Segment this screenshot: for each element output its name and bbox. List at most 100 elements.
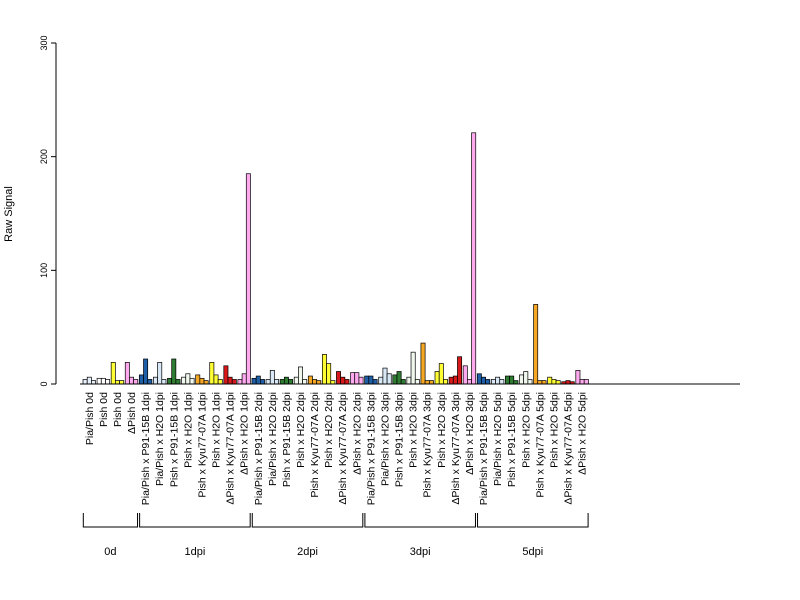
category-label: ΔPish x Kyu77-07A 5dpi <box>563 392 575 505</box>
bar <box>171 358 177 385</box>
category-label: Pish x P91-15B 3dpi <box>394 392 406 487</box>
bar <box>350 372 356 385</box>
bar <box>579 379 585 385</box>
bar <box>153 376 158 385</box>
category-label: Pish x Kyu77-07A 3dpi <box>422 392 434 498</box>
bar <box>199 377 205 385</box>
category-label: ΔPish x Kyu77-07A 2dpi <box>337 392 349 505</box>
bar <box>485 379 491 385</box>
bar <box>302 379 308 385</box>
bar <box>344 379 350 385</box>
bar <box>124 362 130 385</box>
category-label: Pish 0d <box>112 392 124 427</box>
bar <box>382 367 388 385</box>
group-bracket <box>251 513 364 528</box>
bar <box>481 376 486 385</box>
group-brackets: 0d 1dpi 2dpi 3dpi 5dpi <box>82 513 589 558</box>
y-axis: 0 100 200 300 <box>39 35 57 387</box>
group-label: 3dpi <box>410 546 431 558</box>
group-bracket <box>477 513 589 528</box>
bar <box>336 371 341 385</box>
bar <box>326 363 332 385</box>
bar <box>358 376 364 385</box>
category-label: Pia/Pish x P91-15B 3dpi <box>365 392 377 505</box>
bar <box>119 380 125 385</box>
y-axis-label: Raw Signal <box>3 186 15 242</box>
bar <box>260 379 265 385</box>
group-label: 0d <box>104 546 116 558</box>
bar <box>96 377 102 385</box>
group-bracket <box>139 513 251 528</box>
bar <box>471 132 477 385</box>
category-label: ΔPish x H2O 2dpi <box>351 392 363 475</box>
bar <box>237 379 243 385</box>
category-label: Pia/Pish x H2O 2dpi <box>267 392 279 486</box>
bar <box>255 375 261 385</box>
category-label: Pia/Pish x P91-15B 5dpi <box>478 392 490 505</box>
bar <box>203 380 209 385</box>
bar <box>555 380 561 385</box>
bar <box>251 377 257 385</box>
bar <box>143 358 149 385</box>
bar <box>195 374 201 385</box>
bar <box>378 376 384 385</box>
category-label: Pia/Pish x P91-15B 2dpi <box>253 392 265 505</box>
bar <box>372 379 378 385</box>
category-label: ΔPish x Kyu77-07A 3dpi <box>450 392 462 505</box>
bar <box>467 379 472 385</box>
bar <box>86 376 92 385</box>
category-label: ΔPish x H2O 5dpi <box>577 392 589 475</box>
bar <box>396 371 402 385</box>
bar <box>110 362 116 385</box>
category-label: Pish x P91-15B 5dpi <box>506 392 518 487</box>
bar <box>307 375 313 385</box>
y-tick-label: 200 <box>39 149 49 164</box>
bar <box>322 354 327 385</box>
bar <box>161 379 167 385</box>
category-label: Pia/Pish x H2O 5dpi <box>492 392 504 486</box>
bar <box>476 373 482 385</box>
bar <box>105 379 111 385</box>
bar <box>523 371 529 385</box>
bar <box>414 379 420 385</box>
bar <box>245 173 251 385</box>
category-label: ΔPish x H2O 3dpi <box>464 392 476 475</box>
bar <box>499 379 505 385</box>
category-label: ΔPish 0d <box>126 392 138 434</box>
bar <box>185 373 191 385</box>
category-label: ΔPish x H2O 1dpi <box>239 392 251 475</box>
bar <box>452 375 458 385</box>
bar <box>434 371 440 385</box>
bar <box>279 379 285 385</box>
bars <box>82 132 589 385</box>
y-tick-label: 100 <box>39 263 49 278</box>
category-labels: Pia/Pish 0d Pish 0d Pish 0d ΔPish 0d Pia/Pis… <box>84 392 589 505</box>
bar <box>227 376 233 385</box>
category-label: Pish x H2O 2dpi <box>323 392 335 468</box>
bar <box>428 380 434 385</box>
bar <box>400 379 406 385</box>
category-label: Pish x H2O 1dpi <box>211 392 223 468</box>
category-label: Pish x H2O 1dpi <box>182 392 194 468</box>
bar <box>575 370 581 385</box>
category-label: Pia/Pish x P91-15B 1dpi <box>140 392 152 505</box>
bar <box>129 376 134 385</box>
bar <box>241 373 247 385</box>
bar <box>157 362 163 385</box>
bar <box>406 376 412 385</box>
bar <box>316 380 322 385</box>
bar <box>364 375 370 385</box>
bar <box>438 363 444 385</box>
bar <box>551 379 557 385</box>
category-label: Pish x Kyu77-07A 2dpi <box>309 392 321 498</box>
bar <box>274 379 279 385</box>
bar <box>147 379 153 385</box>
bar <box>443 379 448 385</box>
category-label: Pia/Pish x H2O 3dpi <box>379 392 391 486</box>
bar <box>505 375 510 385</box>
category-label: Pish x H2O 3dpi <box>436 392 448 468</box>
bar <box>189 377 195 385</box>
bar <box>213 374 219 385</box>
bar <box>424 380 430 385</box>
